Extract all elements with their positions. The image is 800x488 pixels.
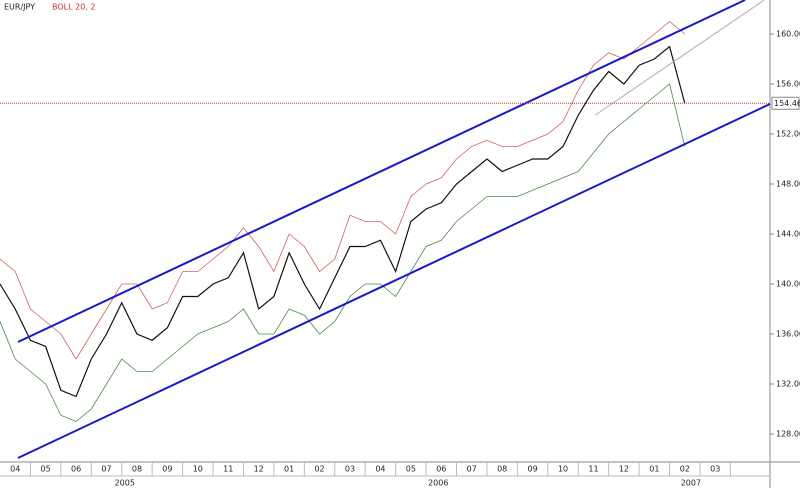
x-tick-label: 08 [497,465,507,474]
x-tick-label: 03 [710,465,720,474]
trend-line [17,103,771,459]
year-label: 2005 [115,479,135,488]
x-tick-label: 12 [254,465,264,474]
x-tick-label: 11 [588,465,598,474]
y-tick-label: 144.00 [776,230,800,239]
indicator[interactable]: BOLL 20, 2 [52,3,95,12]
x-tick-label: 07 [467,465,477,474]
x-tick-label: 01 [649,465,659,474]
year-label: 2007 [681,479,701,488]
y-tick-label: 132.00 [776,380,800,389]
y-tick-label: 140.00 [776,280,800,289]
x-tick-label: 01 [284,465,294,474]
x-tick-label: 12 [619,465,629,474]
y-tick-label: 160.00 [776,30,800,39]
y-tick-label: 136.00 [776,330,800,339]
x-tick-label: 08 [132,465,142,474]
year-label: 2006 [428,479,448,488]
series-line [0,45,686,398]
x-tick-label: 02 [680,465,690,474]
series-line [0,83,686,422]
x-tick-label: 07 [101,465,111,474]
x-tick-label: 06 [436,465,446,474]
y-tick-label: 152.00 [776,130,800,139]
x-tick-label: 09 [528,465,538,474]
instrument[interactable]: EUR/JPY [4,3,35,12]
x-tick-label: 04 [375,465,385,474]
trend-line [17,0,746,343]
x-tick-label: 10 [558,465,568,474]
y-tick-label: 156.00 [776,80,800,89]
trend-line [594,0,765,116]
y-tick-label: 128.00 [776,430,800,439]
x-tick-label: 04 [10,465,20,474]
last-price-box [771,96,800,110]
last-price-label: 154.46 [774,99,800,108]
y-tick-label: 148.00 [776,180,800,189]
x-tick-label: 05 [406,465,416,474]
x-tick-label: 05 [41,465,51,474]
x-tick-label: 02 [314,465,324,474]
x-tick-label: 11 [223,465,233,474]
x-tick-label: 10 [193,465,203,474]
x-tick-label: 09 [162,465,172,474]
x-tick-label: 06 [71,465,81,474]
x-tick-label: 03 [345,465,355,474]
